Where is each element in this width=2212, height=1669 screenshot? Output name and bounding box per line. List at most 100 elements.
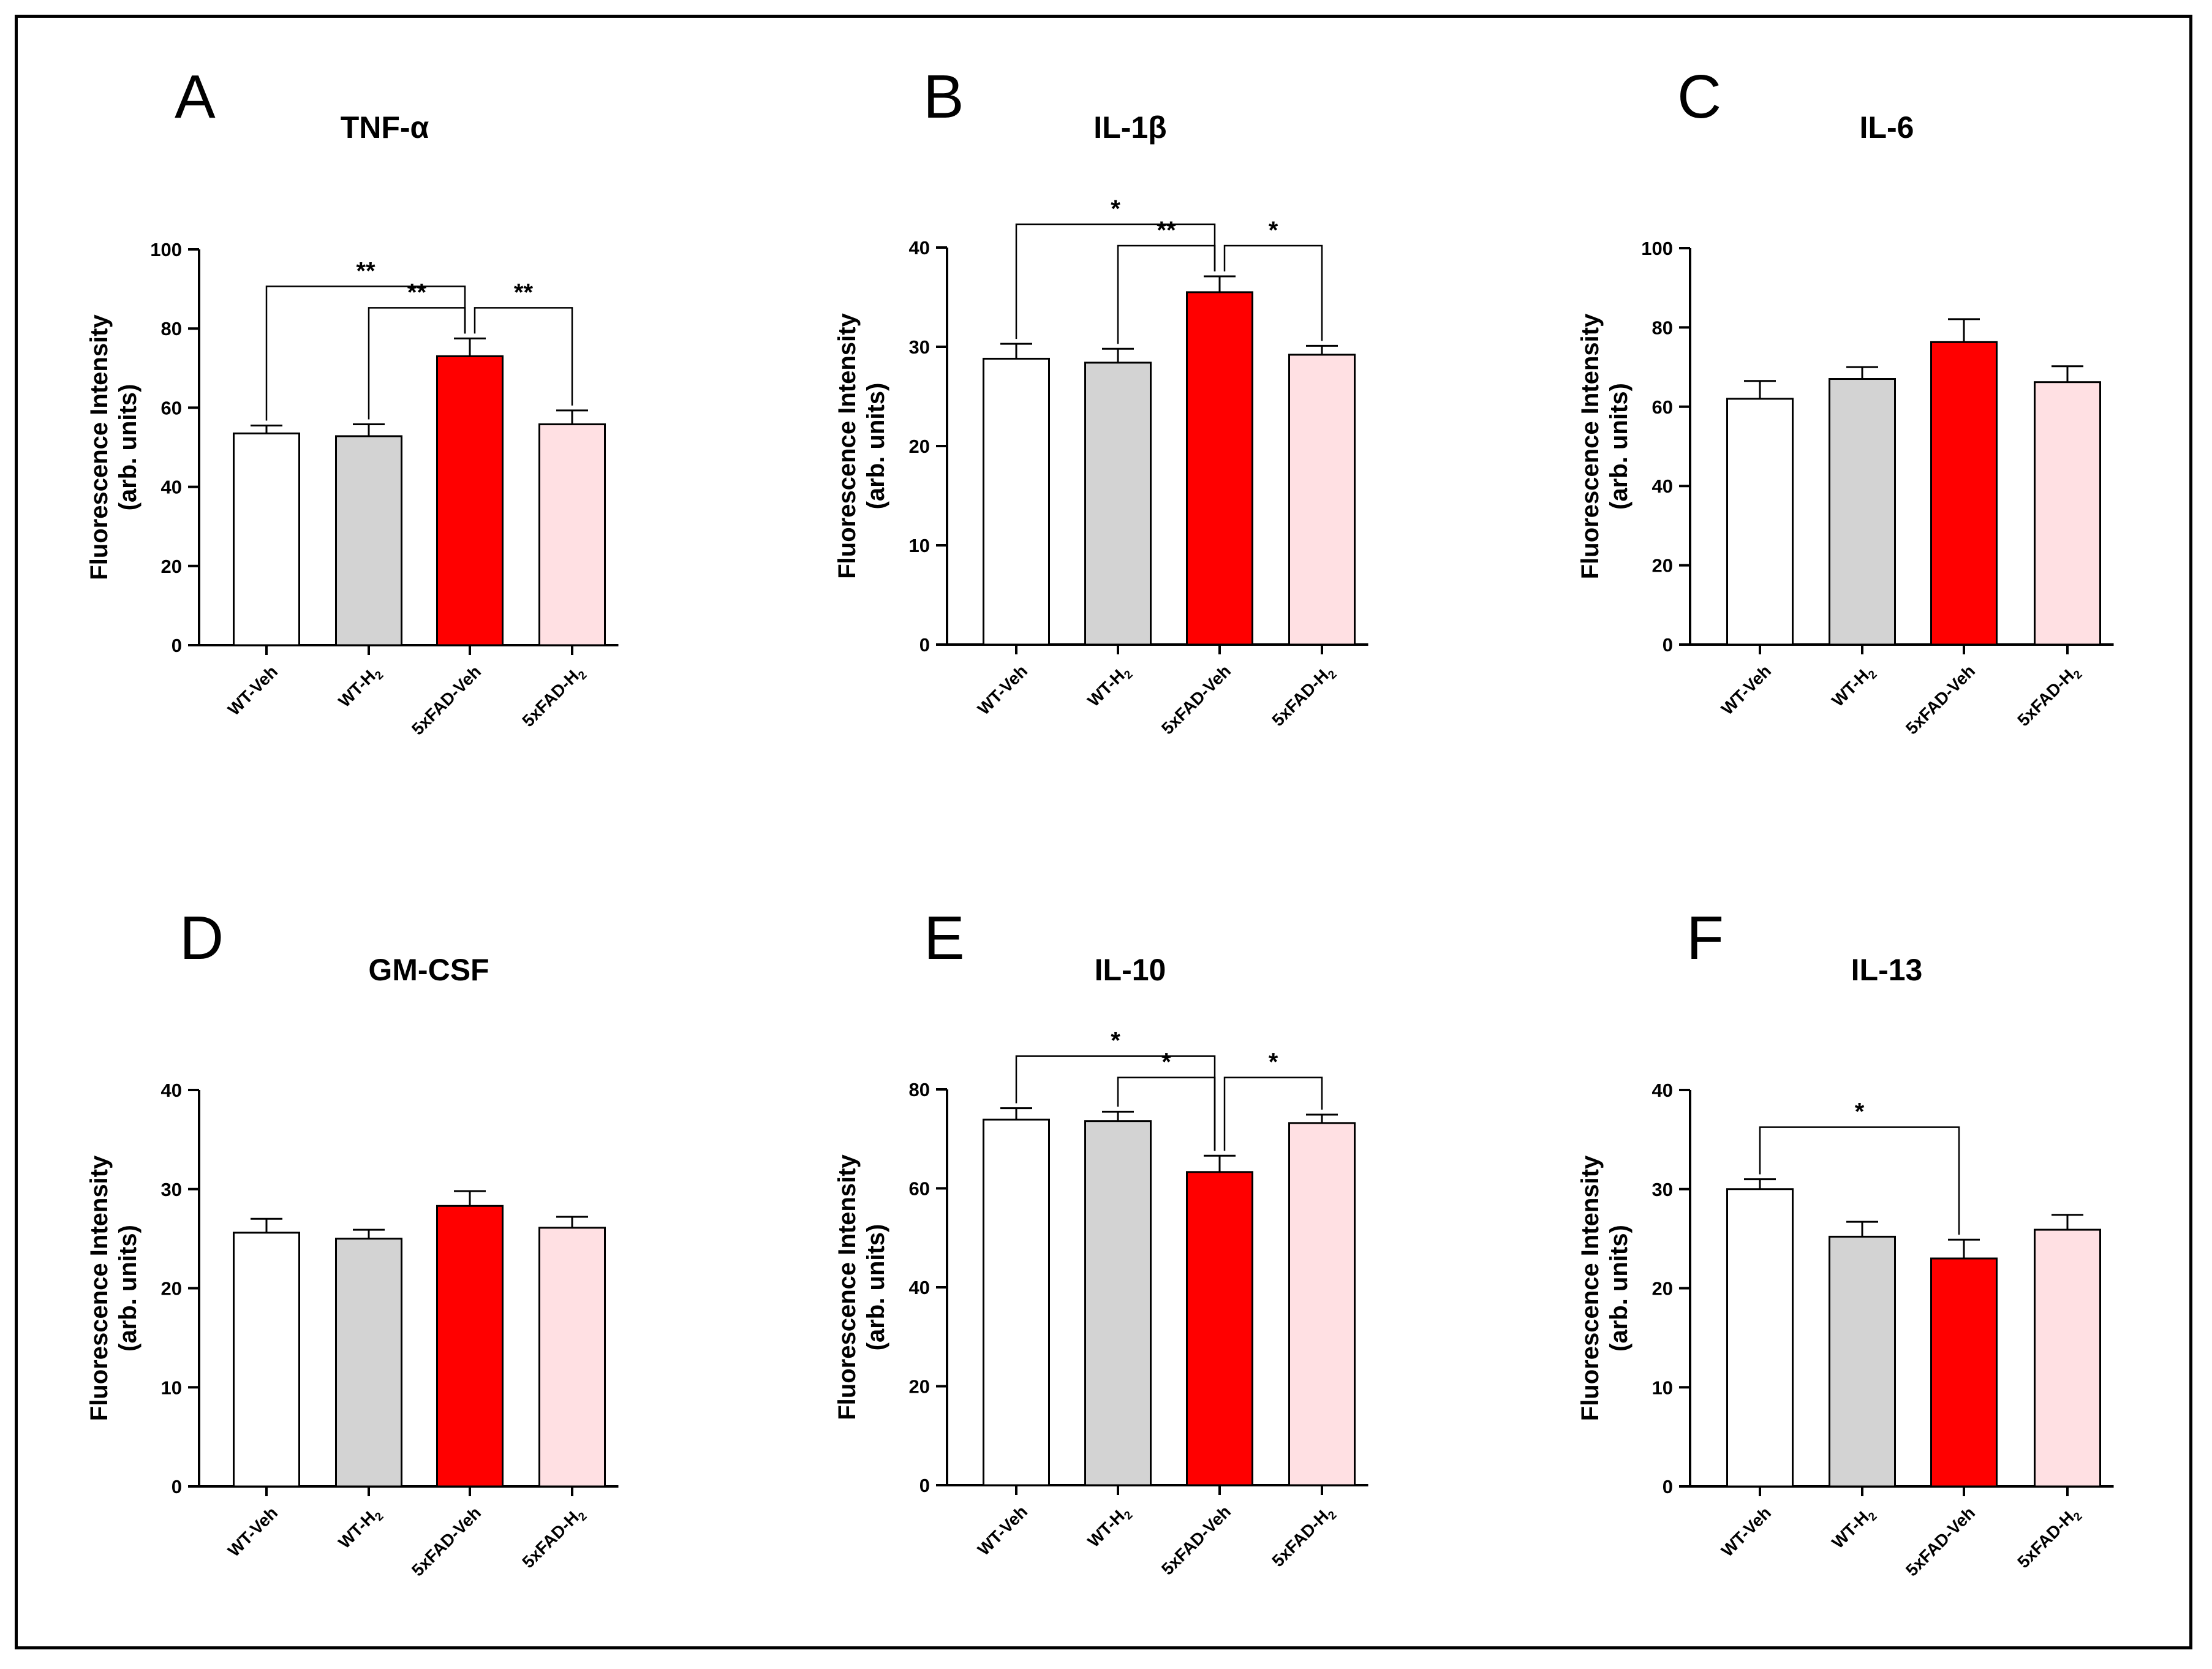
y-tick-label: 40: [909, 1277, 930, 1298]
significance-bracket: [1223, 244, 1323, 341]
x-tick-label: WT-Veh: [974, 1502, 1031, 1559]
x-tick-label-main: 5xFAD-H: [1268, 1507, 1332, 1570]
y-axis-label: (arb. units): [115, 1225, 142, 1352]
bar-wt-h2: [1829, 378, 1896, 646]
x-tick-label: 5xFAD-Veh: [1902, 661, 1979, 738]
bar-wt-veh: [1726, 398, 1794, 646]
y-tick-label: 10: [909, 535, 930, 556]
x-tick-label-main: 5xFAD-H: [2014, 1508, 2077, 1572]
x-tick-label-main: WT-Veh: [974, 661, 1031, 718]
significance-bracket: [368, 307, 466, 420]
bar-wt-h2: [335, 435, 402, 646]
chart-title: TNF-α: [341, 110, 429, 145]
y-axis-label: Fluorescence Intensity: [834, 313, 861, 579]
x-tick-label: 5xFAD-Veh: [408, 662, 485, 738]
y-axis-label: Fluorescence Intensity: [1577, 1155, 1604, 1421]
bar-wt-h2: [1829, 1235, 1896, 1488]
y-tick-label: 0: [919, 634, 930, 656]
significance-label: *: [1269, 1049, 1278, 1076]
x-tick-label: WT-H2: [334, 1503, 386, 1554]
x-tick-label-main: WT-Veh: [224, 662, 281, 719]
significance-label: **: [1157, 217, 1176, 244]
panel-d: D GM-CSF 0 10 20 30 40 Fluorescence Intensity (a…: [86, 904, 619, 1580]
panel-f: F IL-13 0 10 20 30 40 Fluorescence Intensity (ar…: [1577, 904, 2114, 1580]
x-tick-label: WT-H2: [1828, 1503, 1879, 1554]
x-tick-label: WT-Veh: [974, 661, 1031, 718]
significance-bracket: [474, 307, 573, 406]
y-tick-label: 20: [161, 556, 182, 577]
significance-label: *: [1161, 1049, 1171, 1076]
x-tick-label-main: WT-Veh: [1718, 661, 1775, 718]
y-axis-label: Fluorescence Intensity: [86, 314, 113, 580]
x-tick-label: WT-Veh: [224, 1503, 281, 1560]
y-tick-label: 60: [1652, 396, 1673, 418]
y-tick-label: 20: [1652, 1278, 1673, 1300]
y-tick-label: 0: [172, 1476, 182, 1497]
bar-wt-veh: [983, 1118, 1050, 1486]
bar-wt-h2: [1084, 1120, 1152, 1486]
y-tick-label: 80: [909, 1079, 930, 1100]
bar-wt-veh: [983, 357, 1050, 646]
bar-5xfad-veh: [1186, 1171, 1253, 1486]
y-tick-label: 100: [150, 239, 182, 260]
x-tick-label-main: 5xFAD-Veh: [408, 1503, 485, 1580]
chart-title: IL-10: [1095, 953, 1166, 987]
significance-bracket: [265, 286, 466, 421]
x-tick-label-main: WT-Veh: [974, 1502, 1031, 1559]
y-axis-label: (arb. units): [1606, 383, 1633, 510]
bar-wt-veh: [233, 1232, 300, 1488]
y-tick-label: 0: [1663, 1476, 1673, 1497]
panel-a: A TNF-α 0 20 40 60 80 100 Fluorescence Intensity…: [86, 62, 619, 739]
panel-c: C IL-6 0 20 40 60 80 100 Fluorescence Intensity(…: [1577, 62, 2114, 738]
y-axis-label: Fluorescence Intensity: [1577, 313, 1604, 579]
y-tick-label: 60: [909, 1178, 930, 1200]
significance-bracket: [1223, 1077, 1323, 1151]
panel-letter: C: [1677, 62, 1721, 131]
x-tick-label: 5xFAD-Veh: [1902, 1503, 1979, 1580]
y-tick-label: 20: [161, 1278, 182, 1300]
x-tick-label: WT-H2: [1084, 661, 1135, 713]
x-tick-label: WT-H2: [1084, 1502, 1135, 1553]
y-tick-label: 80: [161, 318, 182, 339]
significance-bracket: [1759, 1126, 1960, 1235]
bar-5xfad-h2: [538, 1227, 606, 1488]
x-tick-label-main: 5xFAD-Veh: [1902, 1503, 1979, 1580]
x-tick-label-main: 5xFAD-Veh: [1158, 661, 1234, 738]
significance-label: *: [1855, 1099, 1865, 1126]
x-tick-label: 5xFAD-H2: [1268, 1502, 1339, 1573]
panel-letter: B: [923, 62, 964, 131]
y-tick-label: 20: [909, 1376, 930, 1398]
y-tick-label: 40: [1652, 475, 1673, 497]
x-tick-label: 5xFAD-Veh: [1158, 1502, 1234, 1578]
panel-letter: F: [1686, 904, 1724, 972]
panel-b: B IL-1β 0 10 20 30 40 Fluorescence Intensity (ar…: [834, 62, 1368, 738]
significance-bracket: [1117, 244, 1216, 344]
x-tick-label-main: WT-Veh: [1718, 1503, 1775, 1560]
bar-5xfad-h2: [2034, 381, 2101, 646]
significance-label: *: [1111, 195, 1120, 222]
x-tick-label: 5xFAD-Veh: [408, 1503, 485, 1580]
x-tick-label: WT-Veh: [1718, 661, 1775, 718]
significance-bracket: [1015, 223, 1216, 339]
y-tick-label: 10: [1652, 1377, 1673, 1398]
x-tick-label: 5xFAD-H2: [1268, 661, 1339, 732]
significance-label: **: [407, 279, 427, 306]
x-tick-label: WT-H2: [334, 662, 386, 713]
x-tick-label-main: 5xFAD-H: [518, 667, 582, 730]
y-tick-label: 20: [1652, 555, 1673, 577]
y-tick-label: 40: [161, 477, 182, 498]
chart-title: IL-13: [1851, 953, 1923, 987]
significance-label: *: [1111, 1028, 1120, 1054]
y-tick-label: 80: [1652, 317, 1673, 338]
chart-title: GM-CSF: [368, 953, 489, 987]
y-tick-label: 30: [1652, 1179, 1673, 1200]
x-tick-label: 5xFAD-H2: [2014, 1503, 2085, 1574]
y-axis-label: Fluorescence Intensity: [86, 1155, 113, 1421]
x-tick-label-main: 5xFAD-Veh: [408, 662, 485, 738]
x-tick-label: WT-Veh: [1718, 1503, 1775, 1560]
x-tick-label-main: 5xFAD-Veh: [1158, 1502, 1234, 1578]
bar-wt-veh: [1726, 1188, 1794, 1488]
y-axis-label: Fluorescence Intensity: [834, 1154, 861, 1420]
x-tick-label: 5xFAD-Veh: [1158, 661, 1234, 738]
x-tick-label: 5xFAD-H2: [2014, 661, 2085, 732]
